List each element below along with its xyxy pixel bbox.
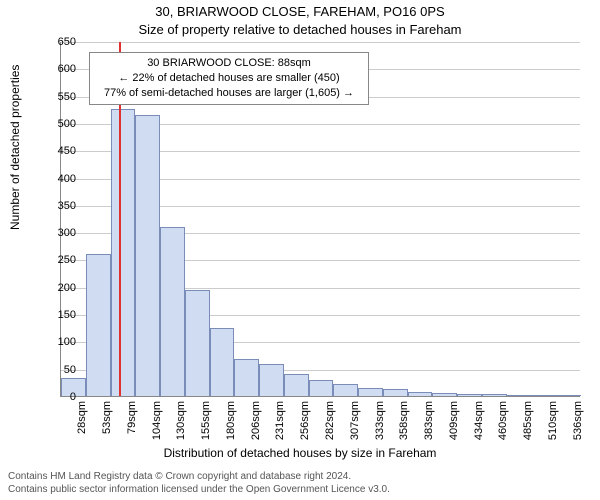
x-tick-label: 282sqm [324, 401, 336, 440]
y-tick-label: 150 [36, 309, 76, 321]
x-tick-label: 434sqm [473, 401, 485, 440]
plot-area: 30 BRIARWOOD CLOSE: 88sqm← 22% of detach… [60, 42, 580, 397]
x-tick-label: 130sqm [175, 401, 187, 440]
y-tick-label: 450 [36, 145, 76, 157]
histogram-bar [185, 290, 210, 397]
histogram-bar [259, 364, 284, 396]
annotation-line: 77% of semi-detached houses are larger (… [96, 86, 362, 101]
histogram-bar [358, 388, 383, 396]
y-tick-label: 0 [36, 391, 76, 403]
x-tick-label: 104sqm [151, 401, 163, 440]
histogram-bar [234, 359, 259, 396]
attribution-text: Contains HM Land Registry data © Crown c… [8, 471, 390, 496]
x-tick-label: 79sqm [126, 401, 138, 434]
y-tick-label: 200 [36, 282, 76, 294]
x-tick-label: 206sqm [250, 401, 262, 440]
annotation-line: ← 22% of detached houses are smaller (45… [96, 71, 362, 86]
chart-title-line2: Size of property relative to detached ho… [0, 22, 600, 37]
x-tick-label: 307sqm [349, 401, 361, 440]
histogram-bar [284, 374, 309, 396]
y-tick-label: 550 [36, 91, 76, 103]
histogram-bar [309, 380, 334, 396]
y-tick-label: 300 [36, 227, 76, 239]
x-tick-label: 333sqm [374, 401, 386, 440]
x-tick-label: 180sqm [225, 401, 237, 440]
y-tick-label: 50 [36, 364, 76, 376]
x-tick-label: 53sqm [101, 401, 113, 434]
histogram-bar [432, 393, 457, 396]
y-tick-label: 600 [36, 63, 76, 75]
histogram-bar [86, 254, 111, 396]
x-tick-label: 409sqm [448, 401, 460, 440]
x-tick-label: 231sqm [274, 401, 286, 440]
annotation-line: 30 BRIARWOOD CLOSE: 88sqm [96, 56, 362, 71]
x-tick-label: 510sqm [547, 401, 559, 440]
annotation-box: 30 BRIARWOOD CLOSE: 88sqm← 22% of detach… [89, 52, 369, 105]
x-tick-label: 256sqm [299, 401, 311, 440]
histogram-bar [383, 389, 408, 396]
histogram-bar [556, 395, 581, 396]
x-tick-label: 28sqm [76, 401, 88, 434]
histogram-bar [160, 227, 185, 396]
attribution-line2: Contains public sector information licen… [8, 484, 390, 497]
x-tick-label: 536sqm [572, 401, 584, 440]
histogram-bar [408, 392, 433, 396]
histogram-bar [531, 395, 556, 396]
chart-container: 30, BRIARWOOD CLOSE, FAREHAM, PO16 0PS S… [0, 0, 600, 500]
y-axis-label: Number of detached properties [8, 65, 22, 230]
gridline [61, 42, 580, 43]
histogram-bar [507, 395, 532, 396]
chart-title-line1: 30, BRIARWOOD CLOSE, FAREHAM, PO16 0PS [0, 4, 600, 19]
histogram-bar [333, 384, 358, 396]
x-axis-label: Distribution of detached houses by size … [0, 446, 600, 460]
y-tick-label: 350 [36, 200, 76, 212]
attribution-line1: Contains HM Land Registry data © Crown c… [8, 471, 390, 484]
y-tick-label: 400 [36, 173, 76, 185]
y-tick-label: 500 [36, 118, 76, 130]
histogram-bar [111, 109, 136, 396]
y-tick-label: 250 [36, 254, 76, 266]
histogram-bar [457, 394, 482, 396]
x-tick-label: 155sqm [200, 401, 212, 440]
x-tick-label: 358sqm [398, 401, 410, 440]
y-tick-label: 650 [36, 36, 76, 48]
x-tick-label: 485sqm [522, 401, 534, 440]
y-tick-label: 100 [36, 336, 76, 348]
x-tick-label: 383sqm [423, 401, 435, 440]
histogram-bar [135, 115, 160, 396]
histogram-bar [482, 394, 507, 396]
x-tick-label: 460sqm [497, 401, 509, 440]
histogram-bar [210, 328, 235, 396]
